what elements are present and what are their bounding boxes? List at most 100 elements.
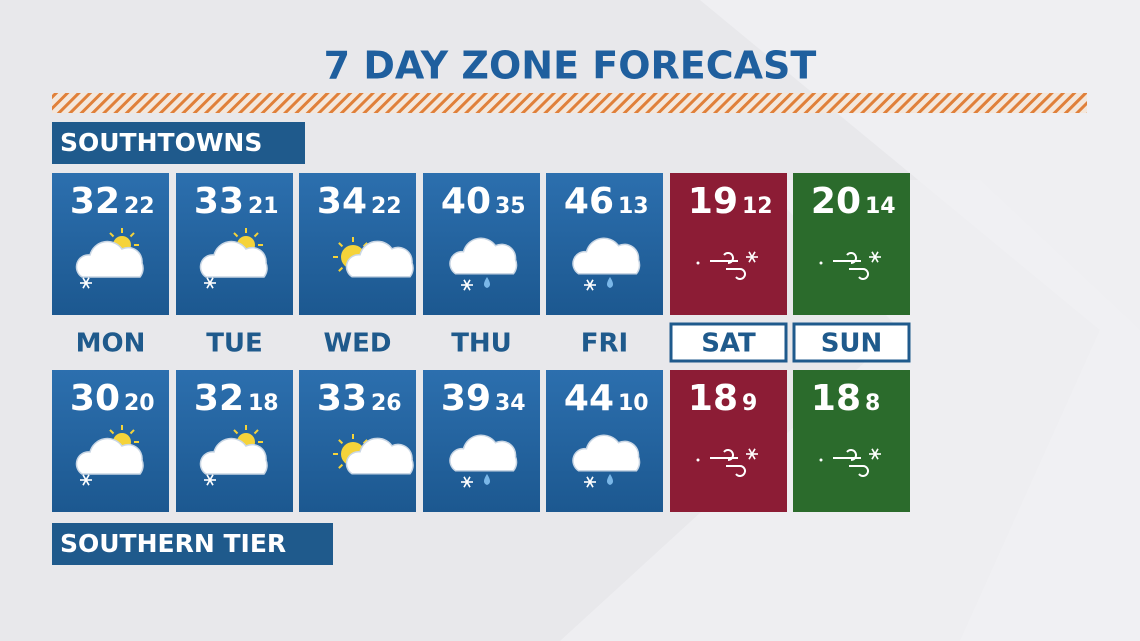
cloud	[199, 437, 268, 475]
cloud	[345, 240, 414, 278]
weather-icon	[819, 251, 881, 280]
low-temp: 21	[248, 194, 279, 219]
snowflake	[463, 476, 471, 488]
zone-label: SOUTHERN TIER	[60, 529, 286, 558]
day-label: TUE	[206, 329, 263, 359]
low-temp: 26	[371, 391, 402, 416]
zone-label-box	[52, 122, 305, 164]
low-temp: 10	[618, 391, 649, 416]
low-temp: 14	[865, 194, 896, 219]
sun-ray	[129, 429, 135, 435]
snowflake	[748, 251, 756, 263]
zone-label-box	[52, 523, 333, 565]
snowflake	[82, 474, 90, 486]
sun-ray	[338, 242, 344, 248]
bg-shape	[700, 0, 1140, 641]
low-temp: 8	[865, 391, 880, 416]
high-temp: 39	[441, 378, 491, 419]
high-temp: 19	[688, 181, 738, 222]
day-tile	[299, 173, 416, 315]
cloud	[449, 434, 518, 472]
high-temp: 46	[564, 181, 614, 222]
low-temp: 34	[495, 391, 526, 416]
day-label: SAT	[701, 329, 756, 359]
sun-ray	[338, 266, 344, 272]
weather-icon	[696, 251, 758, 280]
high-temp: 30	[70, 378, 120, 419]
sun-ray	[253, 232, 259, 238]
weather-icon	[75, 425, 144, 486]
weather-icon	[572, 434, 641, 488]
weather-icon	[75, 228, 144, 289]
cloud	[572, 434, 641, 472]
low-temp: 22	[124, 194, 155, 219]
low-temp: 20	[124, 391, 155, 416]
weather-icon	[449, 434, 518, 488]
snowflake	[206, 277, 214, 289]
snowflake	[871, 251, 879, 263]
cloud	[345, 437, 414, 475]
low-temp: 13	[618, 194, 649, 219]
day-tile	[670, 370, 787, 512]
raindrop	[607, 277, 613, 288]
weather-icon	[819, 448, 881, 477]
sun-ray	[253, 429, 259, 435]
snowflake	[463, 279, 471, 291]
snowflake	[748, 448, 756, 460]
sun-ray	[129, 232, 135, 238]
cloud	[199, 240, 268, 278]
wind-dot	[696, 458, 700, 462]
day-tile	[793, 173, 910, 315]
day-box	[792, 322, 911, 363]
sun-ray	[338, 439, 344, 445]
snowflake	[586, 279, 594, 291]
high-temp: 18	[811, 378, 861, 419]
day-label: THU	[451, 329, 512, 359]
high-temp: 32	[194, 378, 244, 419]
high-temp: 33	[317, 378, 367, 419]
day-tile	[299, 370, 416, 512]
sun-ray	[362, 439, 368, 445]
high-temp: 44	[564, 378, 614, 419]
raindrop	[607, 474, 613, 485]
wind	[833, 252, 869, 280]
sun-ray	[338, 463, 344, 469]
high-temp: 20	[811, 181, 861, 222]
wind-dot	[819, 458, 823, 462]
weather-icon	[333, 434, 414, 475]
day-label: MON	[76, 329, 146, 359]
low-temp: 35	[495, 194, 526, 219]
weather-icon	[449, 237, 518, 291]
low-temp: 9	[742, 391, 757, 416]
sun-ray	[233, 232, 239, 238]
day-label: WED	[323, 329, 391, 359]
high-temp: 34	[317, 181, 367, 222]
raindrop	[484, 474, 490, 485]
stripe	[52, 93, 1087, 113]
cloud	[572, 237, 641, 275]
wind-dot	[696, 261, 700, 265]
zone-label: SOUTHTOWNS	[60, 128, 262, 157]
wind	[710, 449, 746, 477]
snowflake	[82, 277, 90, 289]
wind	[833, 449, 869, 477]
day-tile	[670, 173, 787, 315]
cloud	[75, 240, 144, 278]
low-temp: 18	[248, 391, 279, 416]
weather-icon	[572, 237, 641, 291]
snowflake	[206, 474, 214, 486]
sun-ray	[109, 429, 115, 435]
weather-icon	[333, 237, 414, 278]
sun-ray	[362, 242, 368, 248]
day-label: FRI	[581, 329, 628, 359]
weather-icon	[199, 228, 268, 289]
cloud	[75, 437, 144, 475]
snowflake	[586, 476, 594, 488]
raindrop	[484, 277, 490, 288]
wind	[710, 252, 746, 280]
day-tile	[793, 370, 910, 512]
high-temp: 33	[194, 181, 244, 222]
sun-ray	[233, 429, 239, 435]
